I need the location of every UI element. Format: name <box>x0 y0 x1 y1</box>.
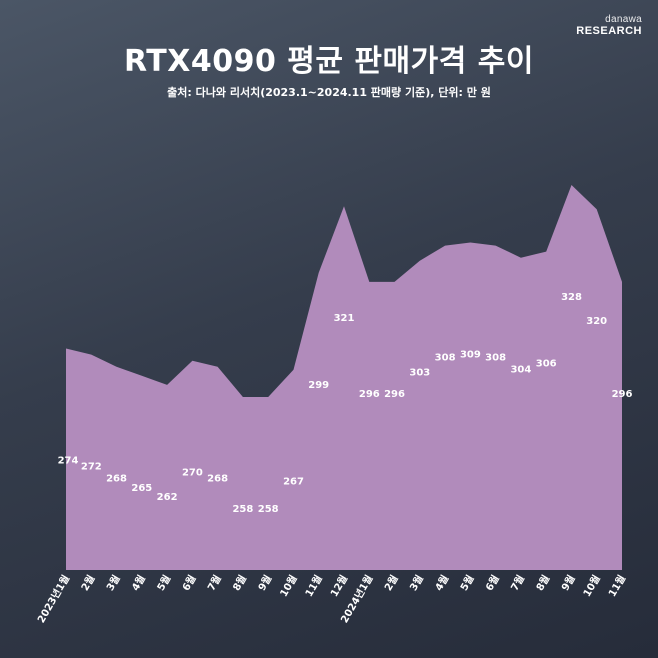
x-tick-label: 2월 <box>382 573 400 593</box>
data-label: 299 <box>308 380 329 391</box>
data-label: 268 <box>207 474 228 485</box>
x-tick-label: 11월 <box>303 573 325 599</box>
x-tick-label: 2023년1월 <box>34 573 72 626</box>
data-label: 272 <box>81 462 102 473</box>
chart-title: RTX4090 평균 판매가격 추이 <box>124 44 534 79</box>
x-tick-label: 3월 <box>408 573 426 593</box>
logo-line-1: danawa <box>605 14 642 25</box>
data-label: 308 <box>485 353 506 364</box>
data-label: 258 <box>232 504 253 515</box>
danawa-research-logo: danawa RESEARCH <box>576 14 642 37</box>
area-layer <box>66 185 622 570</box>
x-tick-label: 8월 <box>231 573 249 593</box>
data-label: 308 <box>435 353 456 364</box>
data-label: 296 <box>384 389 405 400</box>
data-label: 267 <box>283 477 304 488</box>
data-label: 262 <box>157 492 178 503</box>
data-label: 296 <box>612 389 633 400</box>
data-label: 304 <box>510 365 531 376</box>
x-tick-label: 6월 <box>483 573 501 593</box>
data-label: 303 <box>409 368 430 379</box>
x-tick-label: 9월 <box>256 573 274 593</box>
x-tick-label: 5월 <box>155 573 173 593</box>
price-area <box>66 185 622 570</box>
x-tick-label: 10월 <box>278 573 300 599</box>
data-label: 328 <box>561 292 582 303</box>
x-tick-label: 12월 <box>328 573 350 599</box>
data-label: 258 <box>258 504 279 515</box>
data-label: 320 <box>586 316 607 327</box>
x-tick-label: 4월 <box>130 573 148 593</box>
data-label: 309 <box>460 350 481 361</box>
data-label: 321 <box>334 313 355 324</box>
data-label: 274 <box>58 456 79 467</box>
x-tick-label: 6월 <box>180 573 198 593</box>
data-label: 265 <box>131 483 152 494</box>
data-label: 268 <box>106 474 127 485</box>
chart-subtitle: 출처: 다나와 리서치(2023.1~2024.11 판매량 기준), 단위: … <box>167 86 491 99</box>
x-tick-label: 7월 <box>509 573 527 593</box>
x-tick-label: 10월 <box>581 573 603 599</box>
x-tick-label: 7월 <box>205 573 223 593</box>
x-tick-label: 4월 <box>433 573 451 593</box>
x-tick-label: 11월 <box>606 573 628 599</box>
logo-line-2: RESEARCH <box>576 25 642 37</box>
x-tick-label: 8월 <box>534 573 552 593</box>
data-label: 296 <box>359 389 380 400</box>
x-tick-label: 9월 <box>559 573 577 593</box>
x-tick-label: 3월 <box>104 573 122 593</box>
data-label: 306 <box>536 359 557 370</box>
x-tick-label: 2월 <box>79 573 97 593</box>
data-label: 270 <box>182 468 203 479</box>
x-tick-label: 5월 <box>458 573 476 593</box>
